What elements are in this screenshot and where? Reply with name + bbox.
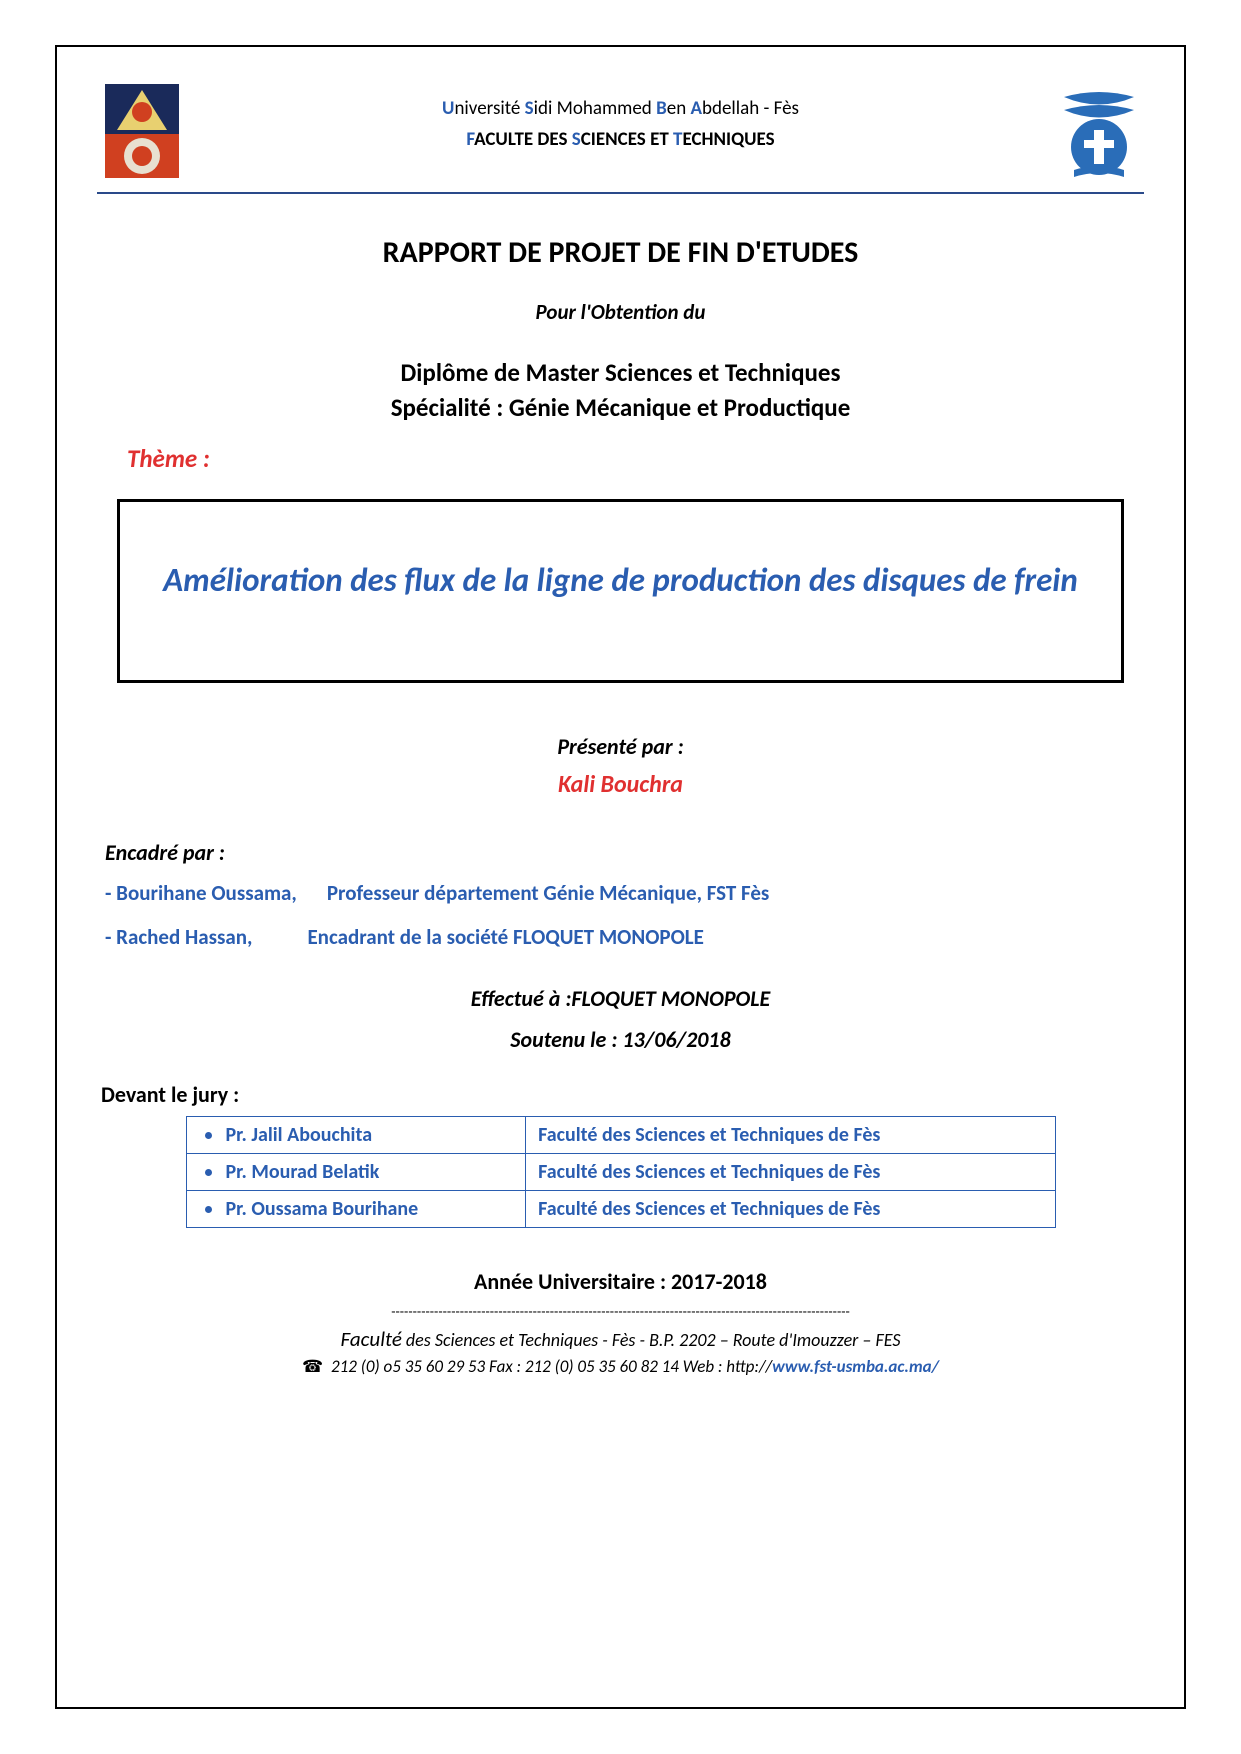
- theme-label: Thème :: [127, 443, 1144, 474]
- footer-address: Faculté des Sciences et Techniques - Fès…: [97, 1326, 1144, 1352]
- presented-by-label: Présenté par :: [97, 733, 1144, 760]
- university-logo-left: [97, 82, 187, 182]
- jury-table: Pr. Jalil Abouchita Faculté des Sciences…: [186, 1116, 1056, 1228]
- faculty-name: FACULTE DES SCIENCES ET TECHNIQUES: [187, 128, 1054, 151]
- page-frame: Université Sidi Mohammed Ben Abdellah - …: [55, 45, 1186, 1709]
- footer-contact: ☎ 212 (0) o5 35 60 29 53 Fax : 212 (0) 0…: [97, 1356, 1144, 1377]
- table-row: Pr. Oussama Bourihane Faculté des Scienc…: [186, 1190, 1055, 1227]
- academic-year: Année Universitaire : 2017-2018: [97, 1268, 1144, 1295]
- jury-label: Devant le jury :: [101, 1081, 1144, 1108]
- website-url: www.fst-usmba.ac.ma/: [772, 1356, 939, 1377]
- location-line: Effectué à :FLOQUET MONOPOLE: [97, 985, 1144, 1012]
- university-name: Université Sidi Mohammed Ben Abdellah - …: [187, 97, 1054, 120]
- bullet-icon: [205, 1132, 212, 1139]
- separator-dashes: ----------------------------------------…: [97, 1303, 1144, 1320]
- bullet-icon: [205, 1169, 212, 1176]
- table-row: Pr. Mourad Belatik Faculté des Sciences …: [186, 1153, 1055, 1190]
- phone-icon: ☎: [302, 1356, 323, 1377]
- diploma-lines: Diplôme de Master Sciences et Techniques…: [97, 355, 1144, 425]
- header: Université Sidi Mohammed Ben Abdellah - …: [97, 82, 1144, 194]
- project-title-box: Amélioration des flux de la ligne de pro…: [117, 499, 1124, 683]
- table-row: Pr. Jalil Abouchita Faculté des Sciences…: [186, 1116, 1055, 1153]
- project-title: Amélioration des flux de la ligne de pro…: [145, 557, 1096, 605]
- subtitle-obtention: Pour l'Obtention du: [97, 299, 1144, 325]
- defense-date-line: Soutenu le : 13/06/2018: [97, 1026, 1144, 1053]
- bullet-icon: [205, 1206, 212, 1213]
- header-text: Université Sidi Mohammed Ben Abdellah - …: [187, 82, 1054, 151]
- supervised-by-label: Encadré par :: [105, 839, 1144, 866]
- report-title: RAPPORT DE PROJET DE FIN D'ETUDES: [97, 234, 1144, 271]
- faculty-logo-right: [1054, 82, 1144, 182]
- supervisor-row-2: - Rached Hassan,Encadrant de la société …: [105, 924, 1144, 950]
- author-name: Kali Bouchra: [97, 770, 1144, 799]
- supervisor-row-1: - Bourihane Oussama,Professeur départeme…: [105, 880, 1144, 906]
